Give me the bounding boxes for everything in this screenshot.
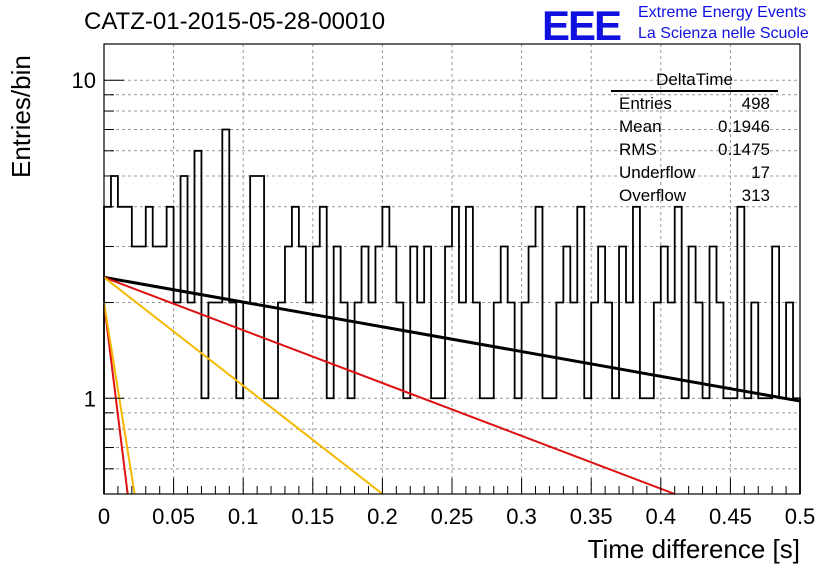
- x-tick-label: 0.3: [506, 504, 537, 529]
- x-tick-label: 0.45: [709, 504, 752, 529]
- x-tick-label: 0.35: [570, 504, 613, 529]
- stats-label: RMS: [619, 140, 657, 159]
- grid-lines: [104, 44, 800, 495]
- y-tick-label: 10: [72, 68, 96, 93]
- histogram: [103, 128, 801, 494]
- stats-row-underflow: Underflow 17: [611, 161, 778, 184]
- x-tick-label: 0: [98, 504, 110, 529]
- x-tick-label: 0.05: [152, 504, 195, 529]
- y-tick-label: 1: [84, 386, 96, 411]
- stats-row-mean: Mean 0.1946: [611, 115, 778, 138]
- stats-row-overflow: Overflow 313: [611, 184, 778, 207]
- logo-caption-line1: Extreme Energy Events: [638, 4, 807, 21]
- stats-label: Mean: [619, 117, 662, 136]
- stats-label: Overflow: [619, 186, 687, 205]
- y-axis-label: Entries/bin: [6, 55, 36, 178]
- logo-caption-line2: La Scienza nelle Scuole: [638, 25, 809, 42]
- stats-value: 498: [741, 94, 770, 113]
- x-tick-label: 0.5: [785, 504, 816, 529]
- x-axis-label: Time difference [s]: [588, 534, 800, 564]
- axes: 0 0.05 0.1 0.15 0.2 0.25 0.3 0.35 0.4 0.45 0.5 1 10: [72, 43, 816, 529]
- fit-line-0: [103, 275, 801, 403]
- stats-value: 17: [751, 163, 770, 182]
- histogram-outline: [103, 128, 801, 494]
- fit-line-1: [103, 276, 676, 495]
- stats-value: 0.1946: [718, 117, 770, 136]
- x-tick-label: 0.1: [228, 504, 259, 529]
- chart-title: CATZ-01-2015-05-28-00010: [84, 8, 386, 35]
- stats-box: DeltaTime Entries 498 Mean 0.1946 RMS 0.…: [611, 70, 778, 207]
- x-tick-label: 0.2: [367, 504, 398, 529]
- x-tick-label: 0.25: [431, 504, 474, 529]
- stats-box-title: DeltaTime: [611, 70, 778, 92]
- x-tick-label: 0.4: [646, 504, 677, 529]
- x-tick-label: 0.15: [291, 504, 334, 529]
- stats-row-rms: RMS 0.1475: [611, 138, 778, 161]
- stats-label: Entries: [619, 94, 672, 113]
- stats-label: Underflow: [619, 163, 696, 182]
- stats-value: 313: [741, 186, 770, 205]
- stats-row-entries: Entries 498: [611, 92, 778, 115]
- eee-logo: EEE: [542, 2, 622, 49]
- stats-value: 0.1475: [718, 140, 770, 159]
- logo-caption: Extreme Energy Events La Scienza nelle S…: [638, 2, 809, 44]
- fit-line-2: [103, 276, 384, 495]
